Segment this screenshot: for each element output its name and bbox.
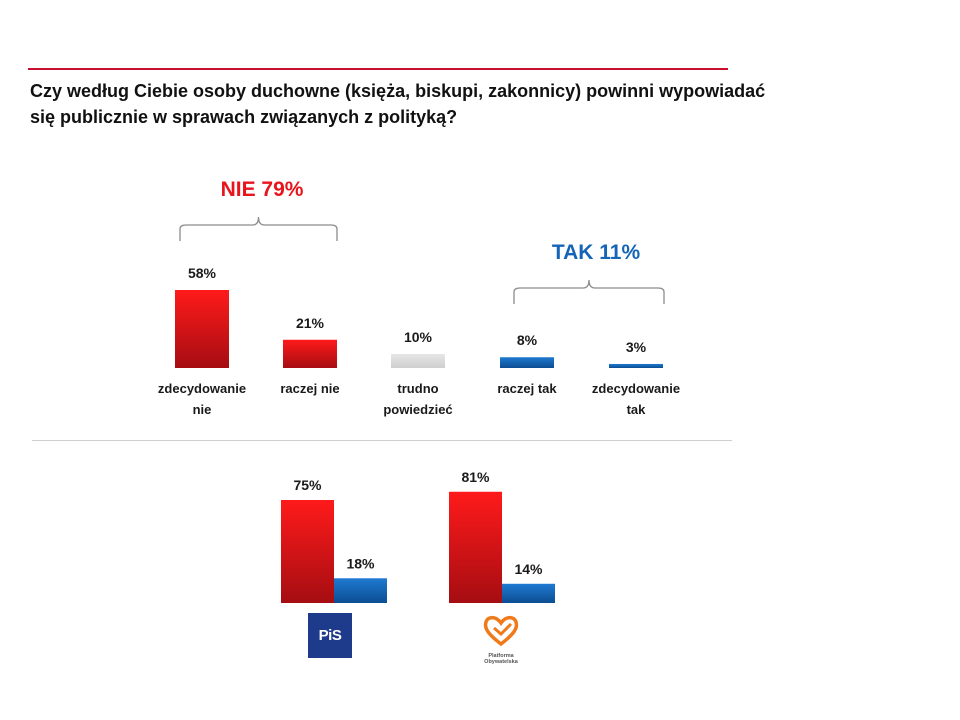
bar-1 — [283, 339, 337, 368]
party-value-label-1-0: 81% — [461, 469, 490, 485]
value-label-2: 10% — [404, 329, 433, 345]
po-logo: Platforma Obywatelska — [478, 612, 524, 665]
bar-2 — [391, 354, 445, 368]
bar-3 — [500, 357, 554, 368]
category-label-0-1: nie — [193, 402, 212, 417]
value-label-3: 8% — [517, 332, 538, 348]
party-value-label-0-0: 75% — [293, 477, 322, 493]
question-title: Czy według Ciebie osoby duchowne (księża… — [30, 78, 790, 130]
category-label-2-1: powiedzieć — [383, 402, 452, 417]
tak-group-label: TAK 11% — [552, 241, 641, 264]
category-label-4-0: zdecydowanie — [592, 381, 680, 396]
question-line-1: Czy według Ciebie osoby duchowne (księża… — [30, 81, 766, 101]
bar-4 — [609, 363, 663, 368]
party-bar-1-1 — [502, 583, 555, 603]
nie-group-label: NIE 79% — [221, 178, 304, 201]
nie-group-brace — [179, 216, 338, 241]
party-bar-0-0 — [281, 500, 334, 603]
value-label-0: 58% — [188, 265, 217, 281]
party-bar-1-0 — [449, 491, 502, 603]
question-line-2: się publicznie w sprawach związanych z p… — [30, 107, 458, 127]
po-logo-text: Platforma Obywatelska — [484, 653, 518, 665]
tak-group-brace — [513, 279, 665, 304]
category-label-0-0: zdecydowanie — [158, 381, 246, 396]
party-bar-0-1 — [334, 578, 387, 603]
party-value-label-0-1: 18% — [346, 555, 375, 571]
top-accent-line — [28, 68, 728, 70]
category-label-3-0: raczej tak — [497, 381, 557, 396]
party-value-label-1-1: 14% — [514, 561, 543, 577]
category-label-4-1: tak — [627, 402, 647, 417]
pis-logo: PiS — [308, 613, 352, 658]
value-label-1: 21% — [296, 315, 325, 331]
pis-logo-text: PiS — [318, 627, 342, 644]
bar-0 — [175, 290, 229, 368]
section-divider — [32, 440, 732, 441]
po-heart-icon — [483, 615, 519, 647]
category-label-2-0: trudno — [397, 381, 438, 396]
value-label-4: 3% — [626, 339, 647, 355]
category-label-1-0: raczej nie — [280, 381, 339, 396]
